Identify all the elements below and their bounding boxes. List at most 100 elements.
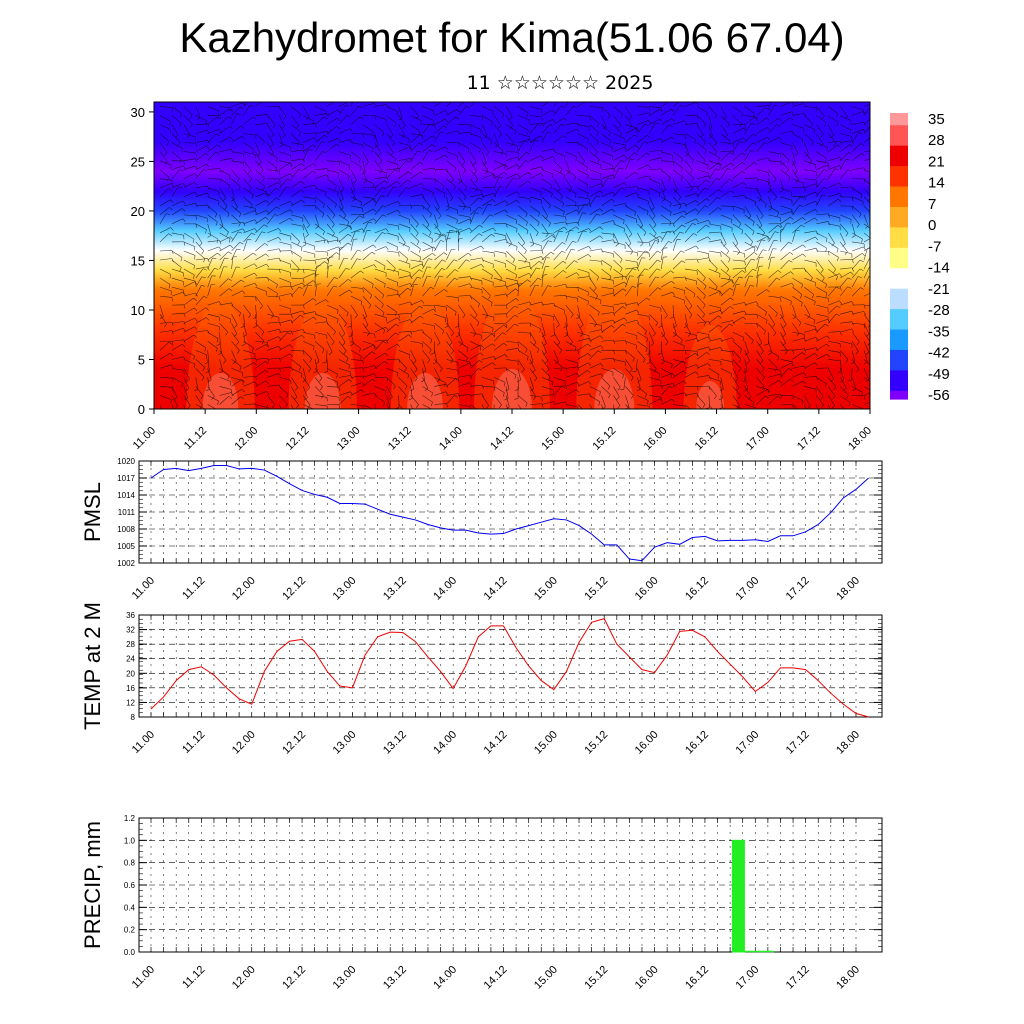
precip-panel-ytick-label-3: 0.6 [124,881,136,890]
precip-panel-xtick-label-8: 15.00 [532,964,560,992]
colorbar-box-47 [890,305,908,310]
colorbar-label-6: -7 [928,238,941,255]
precip-panel-xtick-label-6: 14.00 [431,964,459,992]
temp-panel-xtick-label-1: 11.12 [180,729,207,756]
colorbar-box-63 [890,370,908,376]
pmsl-panel-xtick-label-12: 17.00 [733,575,761,603]
colorbar-box-18 [890,186,908,192]
temp-panel-xtick-label-0: 11.00 [130,729,157,756]
temp-panel-ytick-label-7: 36 [126,611,135,620]
colorbar-box-11 [890,157,908,163]
colorbar-box-34 [890,251,908,257]
colorbar-label-0: 35 [928,111,945,128]
pmsl-panel-ytick-label-0: 1002 [117,559,135,568]
heatmap-xtick-label-2: 12.00 [232,425,260,453]
colorbar-box-20 [890,194,908,200]
heatmap-ytick-label-5: 25 [131,154,145,169]
pmsl-panel-xtick-label-4: 13.00 [331,575,359,603]
pmsl-panel-xtick-label-14: 18.00 [834,575,862,603]
temp-panel-xtick-label-6: 14.00 [431,729,459,757]
pmsl-panel-xtick-label-9: 15.12 [582,575,610,603]
precip-panel-xtick-label-4: 13.00 [331,964,359,992]
temp-panel-xtick-label-13: 17.12 [784,729,812,757]
colorbar-box-37 [890,264,908,269]
pmsl-panel-xtick-label-3: 12.12 [280,575,308,603]
pmsl-panel-xtick-label-1: 11.12 [180,575,207,602]
colorbar-box-61 [890,362,908,367]
colorbar-box-52 [890,325,908,331]
temp-panel: 8 12 16 20 24 28 32 36 11.00 11.12 12.00 12.12 13.00… [80,602,883,757]
precip-panel-xtick-label-13: 17.12 [784,964,812,992]
heatmap-xtick-label-11: 16.12 [693,425,721,453]
precip-panel: 0.0 0.2 0.4 0.6 0.8 1.0 1.2 11.00 11.12 12.00 12.1… [80,814,883,992]
colorbar-box-5 [890,133,908,139]
colorbar-box-14 [890,170,908,175]
colorbar-box-58 [890,349,908,355]
colorbar-label-13: -56 [928,387,950,404]
heatmap-xtick-label-13: 17.12 [795,425,823,453]
heatmap-xtick-label-14: 18.00 [846,425,874,453]
colorbar-box-42 [890,284,908,290]
wind-barbs [159,102,870,409]
heatmap-xtick-label-7: 14.12 [488,425,516,453]
temp-panel-series-line [150,618,869,718]
colorbar-box-23 [890,206,908,212]
colorbar-box-41 [890,280,908,286]
precip-panel-xtick-label-12: 17.00 [733,964,761,992]
colorbar-box-62 [890,366,908,371]
temp-panel-ytick-label-4: 24 [126,655,135,664]
colorbar-label-8: -21 [928,281,950,298]
colorbar-box-22 [890,202,908,208]
colorbar-box-44 [890,292,908,298]
colorbar-box-7 [890,141,908,147]
precip-panel-frame [138,817,883,953]
colorbar-box-17 [890,182,908,188]
colorbar-box-6 [890,137,908,143]
colorbar-box-67 [890,386,908,392]
precip-panel-ytick-label-0: 0.0 [124,948,136,957]
colorbar-box-65 [890,378,908,384]
precip-panel-ylabel: PRECIP, mm [80,821,105,949]
precip-panel-ytick-label-2: 0.4 [124,903,136,912]
colorbar-box-0 [890,113,908,118]
heatmap-ytick-label-0: 0 [138,402,145,417]
colorbar-box-59 [890,354,908,359]
colorbar-label-5: 0 [928,217,936,234]
temp-panel-ytick-label-5: 28 [126,640,135,649]
colorbar-box-66 [890,382,908,388]
precip-panel-xtick-label-1: 11.12 [180,964,207,991]
temp-panel-xtick-label-5: 13.12 [381,729,409,757]
colorbar-box-69 [890,394,908,400]
colorbar-label-2: 21 [928,153,945,170]
colorbar-box-54 [890,333,908,339]
heatmap-xtick-label-1: 11.12 [182,425,209,452]
colorbar-box-9 [890,149,908,155]
hot-spot-1 [304,373,341,409]
temp-panel-xtick-label-4: 13.00 [331,729,359,757]
colorbar-box-53 [890,329,908,335]
colorbar-box-30 [890,235,908,241]
colorbar-box-28 [890,227,908,233]
heatmap-xtick-label-12: 17.00 [744,425,772,453]
heatmap-xtick-label-9: 15.12 [590,425,618,453]
warm-cell-2 [390,301,460,409]
heatmap-xtick-label-6: 14.00 [437,425,465,453]
heatmap-xtick-label-5: 13.12 [386,425,414,453]
pmsl-panel-ylabel: PMSL [80,482,105,542]
colorbar-box-46 [890,300,908,306]
temp-panel-xtick-label-10: 16.00 [633,729,661,757]
hot-spot-2 [407,373,444,409]
heatmap-xtick-label-8: 15.00 [539,425,567,453]
heatmap-ytick-label-2: 10 [131,303,145,318]
precip-panel-xtick-label-9: 15.12 [582,964,610,992]
colorbar-box-68 [890,390,908,396]
pmsl-panel-ytick-label-4: 1014 [117,491,135,500]
cross-section-panel: 0 5 10 15 20 25 30 11.00 11.12 12.00 12.12 13.00 13.… [131,101,874,453]
colorbar-box-2 [890,121,908,126]
colorbar-box-38 [890,268,908,273]
colorbar-box-21 [890,198,908,204]
temp-panel-xtick-label-14: 18.00 [834,729,862,757]
temp-panel-ytick-label-6: 32 [126,626,135,635]
warm-cell-1 [288,301,357,409]
precip-panel-ytick-label-6: 1.2 [124,814,136,823]
